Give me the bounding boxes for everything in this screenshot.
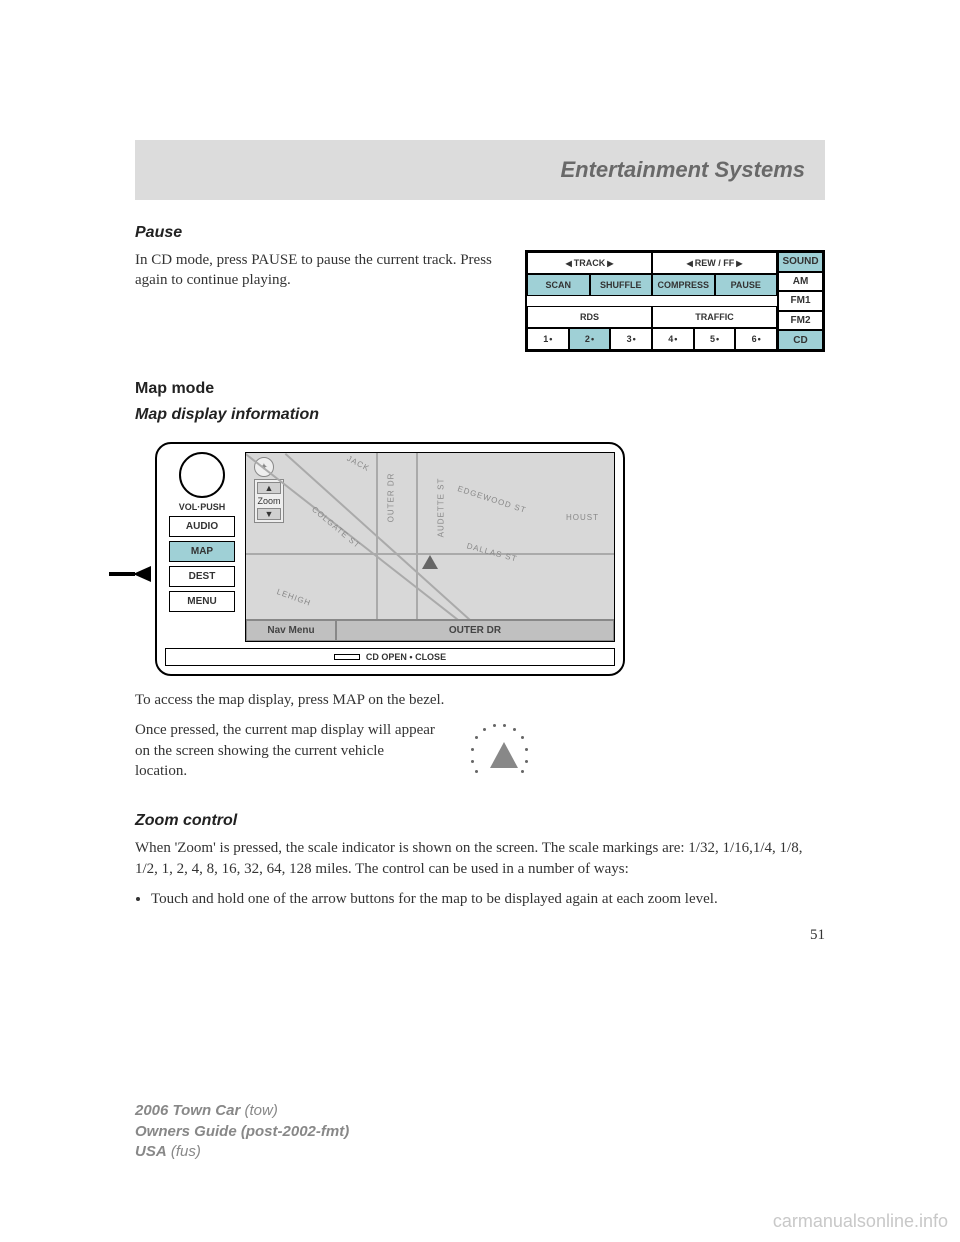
cd-slot-label: CD OPEN • CLOSE [366, 652, 446, 662]
footer-region: USA [135, 1143, 167, 1160]
watermark: carmanualsonline.info [773, 1211, 948, 1232]
audio-bezel-button: AUDIO [169, 516, 235, 537]
street-label: COLGATE ST [310, 505, 362, 551]
preset-2: 2 [569, 328, 611, 350]
zoom-up-icon: ▲ [257, 482, 281, 494]
footer-model-code: (tow) [245, 1102, 278, 1119]
page-number: 51 [135, 927, 825, 944]
footer-region-code: (fus) [171, 1143, 201, 1160]
vehicle-cursor-icon [422, 555, 438, 569]
preset-5: 5 [694, 328, 736, 350]
nav-menu-button: Nav Menu [246, 620, 336, 641]
track-label: TRACK [574, 258, 606, 268]
preset-1: 1 [527, 328, 569, 350]
header-bar: Entertainment Systems [135, 140, 825, 200]
shuffle-button: SHUFFLE [590, 274, 653, 296]
zoom-down-icon: ▼ [257, 508, 281, 520]
header-title: Entertainment Systems [560, 157, 805, 183]
bezel: VOL·PUSH AUDIO MAP DEST MENU [165, 452, 239, 642]
sound-button: SOUND [777, 252, 823, 272]
zoom-heading: Zoom control [135, 812, 825, 830]
zoom-label: Zoom [255, 496, 283, 506]
fm1-button: FM1 [777, 291, 823, 311]
rewff-label: REW / FF [695, 258, 735, 268]
cursor-text: Once pressed, the current map display wi… [135, 720, 435, 781]
map-bezel-button: MAP [169, 541, 235, 562]
map-access-text: To access the map display, press MAP on … [135, 690, 825, 710]
zoom-bullets: Touch and hold one of the arrow buttons … [151, 889, 825, 909]
street-label: LEHIGH [276, 587, 313, 608]
arrow-indicator-icon [109, 566, 151, 582]
current-street-label: OUTER DR [336, 620, 614, 641]
map-mode-heading: Map mode [135, 380, 825, 398]
rds-button: RDS [527, 306, 652, 328]
preset-4: 4 [652, 328, 694, 350]
pause-heading: Pause [135, 224, 825, 242]
pause-button: PAUSE [715, 274, 778, 296]
cd-button: CD [777, 330, 823, 350]
fm2-button: FM2 [777, 311, 823, 331]
footer: 2006 Town Car (tow) Owners Guide (post-2… [135, 1101, 349, 1162]
pause-text: In CD mode, press PAUSE to pause the cur… [135, 250, 507, 291]
vehicle-location-cursor-icon [459, 720, 549, 790]
map-display-info-heading: Map display information [135, 406, 825, 424]
map-device-graphic: VOL·PUSH AUDIO MAP DEST MENU ✦ ▲ Zoom ▼ [155, 442, 625, 676]
zoom-control: ▲ Zoom ▼ [254, 479, 284, 523]
footer-guide: Owners Guide (post-2002-fmt) [135, 1123, 349, 1140]
zoom-text: When 'Zoom' is pressed, the scale indica… [135, 838, 825, 879]
street-label: EDGEWOOD ST [456, 484, 527, 515]
zoom-bullet-1: Touch and hold one of the arrow buttons … [151, 889, 825, 909]
audio-panel-graphic: TRACK REW / FF SCAN SHUFFLE COMPRESS PAU… [525, 250, 825, 352]
vol-push-label: VOL·PUSH [179, 502, 226, 512]
volume-knob-icon [179, 452, 225, 498]
street-label: HOUST [566, 513, 599, 522]
dest-bezel-button: DEST [169, 566, 235, 587]
compress-button: COMPRESS [652, 274, 715, 296]
street-label: AUDETTE ST [436, 478, 445, 538]
preset-3: 3 [610, 328, 652, 350]
menu-bezel-button: MENU [169, 591, 235, 612]
am-button: AM [777, 272, 823, 292]
cd-slot-icon [334, 654, 360, 660]
preset-6: 6 [735, 328, 777, 350]
track-button: TRACK [527, 252, 652, 274]
rewff-button: REW / FF [652, 252, 777, 274]
footer-model: 2006 Town Car [135, 1102, 240, 1119]
traffic-button: TRAFFIC [652, 306, 777, 328]
scan-button: SCAN [527, 274, 590, 296]
cd-slot: CD OPEN • CLOSE [165, 648, 615, 666]
map-screen: ✦ ▲ Zoom ▼ JACK COLGATE ST OUTER DR [245, 452, 615, 642]
street-label: OUTER DR [386, 473, 395, 523]
street-label: JACK [345, 454, 371, 473]
